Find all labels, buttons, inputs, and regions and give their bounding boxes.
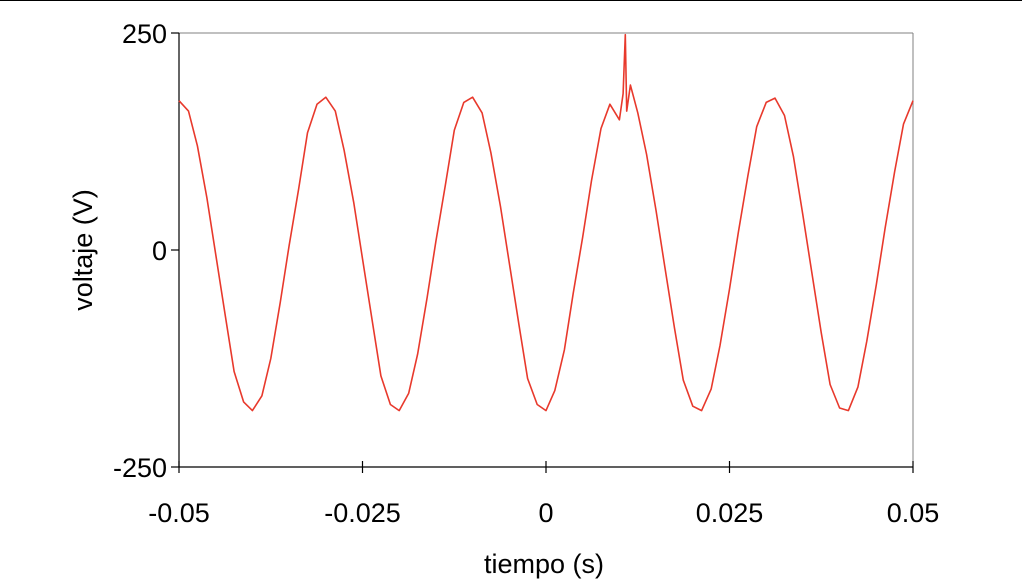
x-axis-title: tiempo (s)	[484, 549, 604, 579]
axis-ticks	[171, 32, 914, 473]
y-tick-label: -250	[113, 453, 167, 483]
y-tick-label: 0	[152, 236, 167, 266]
x-tick-label: 0.025	[696, 498, 764, 528]
series-line-voltage	[178, 33, 914, 412]
x-tick-label: -0.05	[148, 498, 210, 528]
y-axis-title: voltaje (V)	[68, 189, 98, 311]
x-tick-label: 0.05	[887, 498, 940, 528]
series-group	[178, 33, 914, 412]
x-tick-label: -0.025	[324, 498, 401, 528]
y-tick-label: 250	[122, 19, 167, 49]
top-border-rule	[0, 0, 1022, 1]
tick-labels: -0.05 -0.025 0 0.025 0.05 -250 0 250	[113, 19, 939, 528]
x-tick-label: 0	[538, 498, 553, 528]
